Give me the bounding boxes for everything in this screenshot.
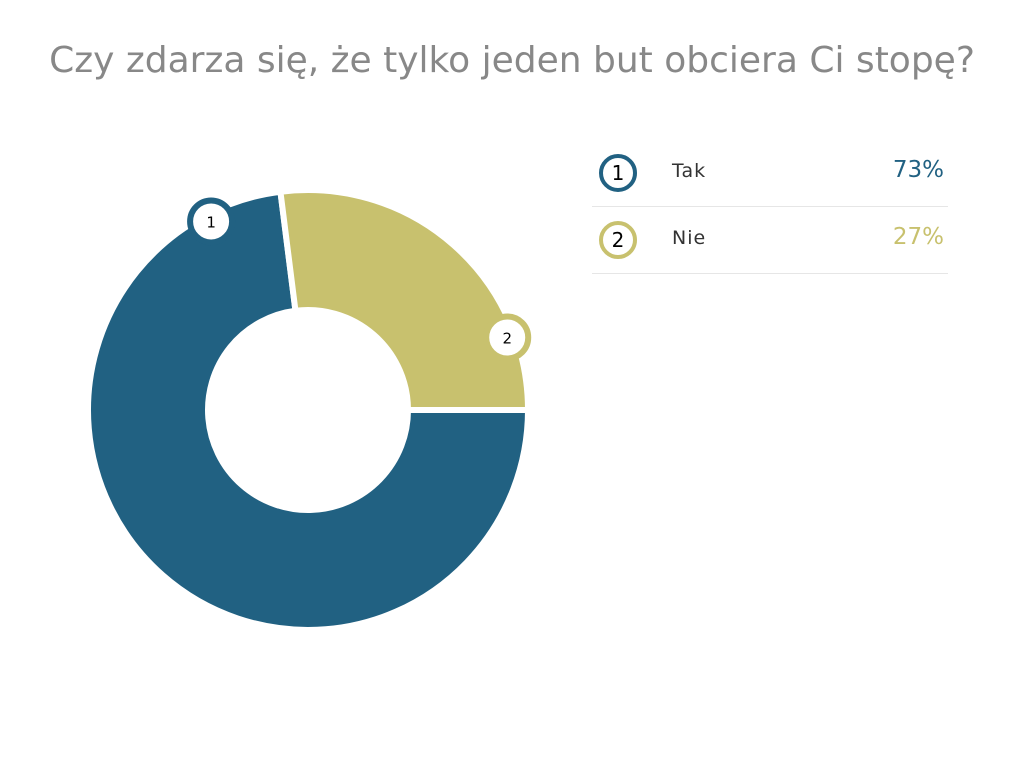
legend-item-tak: 1 Tak 73% <box>592 140 948 207</box>
legend-marker-1: 1 <box>599 154 637 192</box>
chart-title: Czy zdarza się, że tylko jeden but obcie… <box>49 40 975 81</box>
legend-value: 27% <box>892 224 944 250</box>
legend-marker-2: 2 <box>599 221 637 259</box>
chart-legend: 1 Tak 73% 2 Nie 27% <box>592 140 948 274</box>
legend-label: Nie <box>672 227 707 249</box>
legend-label: Tak <box>672 160 707 182</box>
legend-marker-number: 2 <box>612 228 625 252</box>
legend-item-nie: 2 Nie 27% <box>592 207 948 274</box>
slice-marker-ring <box>483 313 532 362</box>
donut-slice-1 <box>85 188 532 633</box>
slice-marker-1: 1 <box>187 197 236 246</box>
legend-value: 73% <box>892 157 944 183</box>
legend-marker-number: 1 <box>612 161 625 185</box>
slice-marker-number: 2 <box>502 329 512 347</box>
slice-marker-ring <box>187 197 236 246</box>
donut-chart: 12 <box>85 187 532 633</box>
slice-marker-number: 1 <box>206 213 216 231</box>
slice-marker-2: 2 <box>483 313 532 362</box>
donut-slice-2 <box>277 187 532 413</box>
